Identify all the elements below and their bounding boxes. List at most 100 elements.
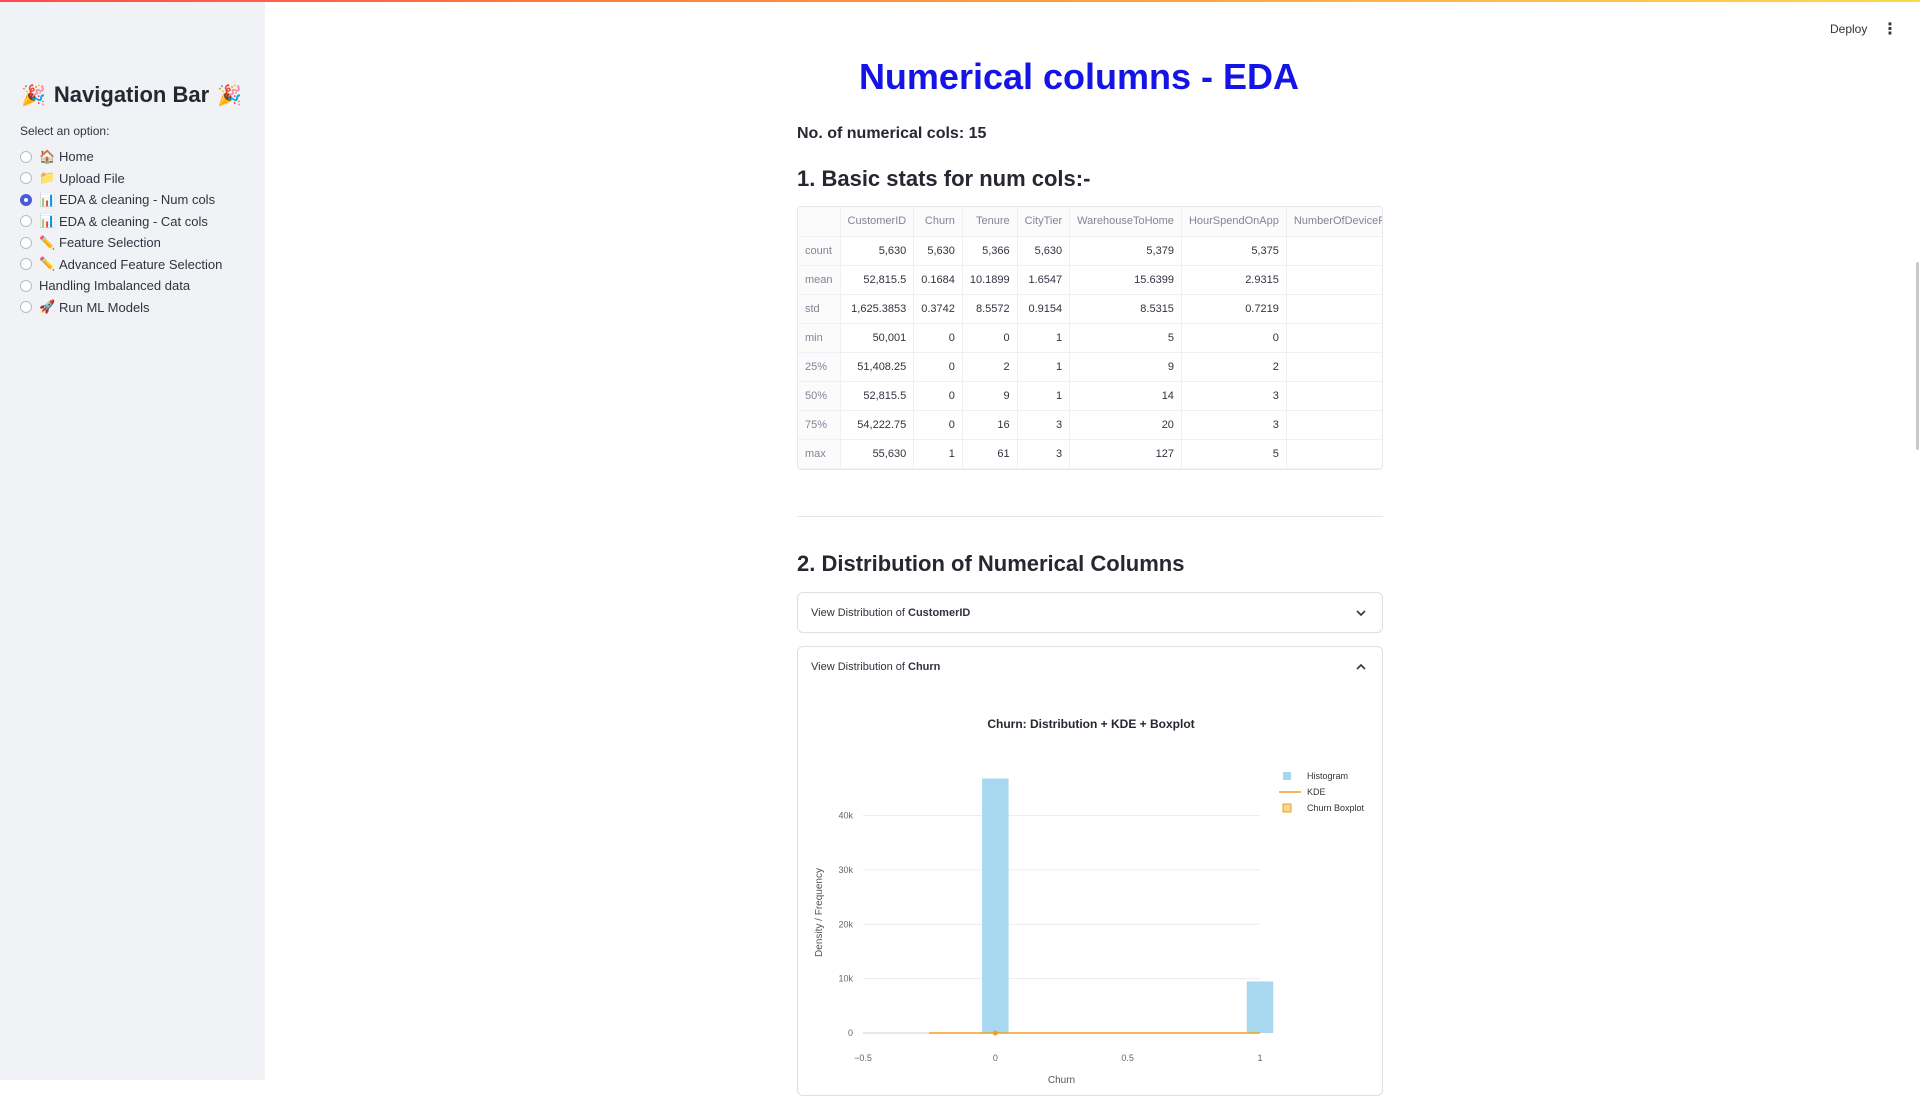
radio-button[interactable] xyxy=(20,279,32,292)
table-cell[interactable]: 2 xyxy=(1181,352,1287,382)
radio-button[interactable] xyxy=(20,301,32,314)
table-cell[interactable] xyxy=(1286,352,1382,382)
table-cell[interactable]: 8.5315 xyxy=(1069,294,1182,324)
table-cell[interactable]: 3 xyxy=(1181,410,1287,440)
table-cell[interactable]: 1.6547 xyxy=(1017,265,1071,295)
table-cell[interactable]: 1 xyxy=(913,439,963,469)
table-cell[interactable] xyxy=(1286,294,1382,324)
chevron-up-icon[interactable] xyxy=(1353,659,1369,675)
table-cell[interactable]: 3 xyxy=(1017,439,1071,469)
row-label: 25% xyxy=(798,352,841,382)
column-header[interactable]: Churn xyxy=(913,207,963,237)
table-cell[interactable]: 0.7219 xyxy=(1181,294,1287,324)
table-cell[interactable]: 3 xyxy=(1181,381,1287,411)
table-cell[interactable]: 16 xyxy=(962,410,1018,440)
table-cell[interactable]: 5 xyxy=(1069,323,1182,353)
table-cell[interactable]: 50,001 xyxy=(840,323,915,353)
table-cell[interactable]: 14 xyxy=(1069,381,1182,411)
table-cell[interactable]: 0 xyxy=(913,352,963,382)
table-cell[interactable]: 5,630 xyxy=(840,236,915,266)
table-cell[interactable]: 2.9315 xyxy=(1181,265,1287,295)
table-cell[interactable] xyxy=(1286,265,1382,295)
table-cell[interactable]: 0 xyxy=(913,381,963,411)
radio-button[interactable] xyxy=(20,236,32,249)
table-cell[interactable]: 52,815.5 xyxy=(840,381,915,411)
table-cell[interactable]: 5,366 xyxy=(962,236,1018,266)
table-cell[interactable]: 20 xyxy=(1069,410,1182,440)
table-cell[interactable]: 15.6399 xyxy=(1069,265,1182,295)
table-cell[interactable]: 5 xyxy=(1181,439,1287,469)
table-cell[interactable] xyxy=(1286,323,1382,353)
table-cell[interactable]: 5,630 xyxy=(913,236,963,266)
expander-header[interactable]: View Distribution of CustomerID xyxy=(798,593,1382,633)
table-cell[interactable]: 9 xyxy=(1069,352,1182,382)
nav-option-label: EDA & cleaning - Num cols xyxy=(59,192,216,208)
expander-churn[interactable]: View Distribution of Churn Churn: Distri… xyxy=(797,646,1383,1096)
nav-option-6[interactable]: Handling Imbalanced data xyxy=(20,275,222,297)
table-cell[interactable]: 0 xyxy=(1181,323,1287,353)
table-cell[interactable]: 61 xyxy=(962,439,1018,469)
section-divider xyxy=(797,516,1383,517)
expander-header[interactable]: View Distribution of Churn xyxy=(798,647,1382,687)
table-cell[interactable]: 55,630 xyxy=(840,439,915,469)
radio-button[interactable] xyxy=(20,193,32,206)
table-cell[interactable]: 5,379 xyxy=(1069,236,1182,266)
chevron-down-icon[interactable] xyxy=(1353,605,1369,621)
nav-option-7[interactable]: 🚀 Run ML Models xyxy=(20,297,222,319)
table-cell[interactable] xyxy=(1286,410,1382,440)
table-cell[interactable]: 3 xyxy=(1017,410,1071,440)
table-cell[interactable]: 51,408.25 xyxy=(840,352,915,382)
distribution-chart[interactable]: 0 10k 20k 30k 40k −0.5 0 0.5 1 Churn Density / Fre… xyxy=(798,742,1384,1102)
table-cell[interactable]: 8.5572 xyxy=(962,294,1018,324)
table-cell[interactable]: 10.1899 xyxy=(962,265,1018,295)
table-cell[interactable]: 0.3742 xyxy=(913,294,963,324)
table-cell[interactable] xyxy=(1286,236,1382,266)
table-cell[interactable]: 9 xyxy=(962,381,1018,411)
nav-option-1[interactable]: 📁 Upload File xyxy=(20,168,222,190)
table-cell[interactable]: 5,630 xyxy=(1017,236,1071,266)
column-header[interactable]: WarehouseToHome xyxy=(1069,207,1182,237)
table-cell[interactable] xyxy=(1286,439,1382,469)
nav-option-3[interactable]: 📊 EDA & cleaning - Cat cols xyxy=(20,211,222,233)
row-label: count xyxy=(798,236,841,266)
main-menu-icon[interactable]: ⋮ xyxy=(1882,21,1898,38)
column-header[interactable]: CityTier xyxy=(1017,207,1071,237)
table-cell[interactable]: 0 xyxy=(962,323,1018,353)
table-cell[interactable]: 0 xyxy=(913,323,963,353)
radio-button[interactable] xyxy=(20,215,32,228)
nav-option-4[interactable]: ✏️ Feature Selection xyxy=(20,232,222,254)
radio-button[interactable] xyxy=(20,150,32,163)
y-tick-label: 10k xyxy=(838,974,853,984)
table-cell[interactable]: 5,375 xyxy=(1181,236,1287,266)
table-cell[interactable]: 2 xyxy=(962,352,1018,382)
table-cell[interactable]: 52,815.5 xyxy=(840,265,915,295)
column-header[interactable]: NumberOfDeviceReg xyxy=(1286,207,1382,237)
nav-option-5[interactable]: ✏️ Advanced Feature Selection xyxy=(20,254,222,276)
table-cell[interactable]: 1 xyxy=(1017,352,1071,382)
column-header[interactable]: Tenure xyxy=(962,207,1018,237)
table-cell[interactable]: 0.9154 xyxy=(1017,294,1071,324)
table-cell[interactable]: 0 xyxy=(913,410,963,440)
table-cell[interactable]: 1,625.3853 xyxy=(840,294,915,324)
legend-label: Churn Boxplot xyxy=(1307,803,1365,813)
expander-customerid[interactable]: View Distribution of CustomerID xyxy=(797,592,1383,633)
radio-button[interactable] xyxy=(20,172,32,185)
table-cell[interactable]: 54,222.75 xyxy=(840,410,915,440)
table-cell[interactable] xyxy=(1286,381,1382,411)
scrollbar[interactable] xyxy=(1916,262,1919,450)
stats-table[interactable]: CustomerID Churn Tenure CityTier WarehouseTo… xyxy=(797,206,1383,470)
table-cell[interactable]: 127 xyxy=(1069,439,1182,469)
deploy-button[interactable]: Deploy xyxy=(1830,22,1868,36)
pencil-icon: ✏️ xyxy=(39,234,56,250)
table-cell[interactable]: 1 xyxy=(1017,323,1071,353)
table-cell[interactable]: 0.1684 xyxy=(913,265,963,295)
table-cell[interactable]: 1 xyxy=(1017,381,1071,411)
table-row: mean 52,815.5 0.1684 10.1899 1.6547 15.6399 2.… xyxy=(798,265,1382,295)
x-tick-label: −0.5 xyxy=(854,1053,872,1063)
nav-option-2[interactable]: 📊 EDA & cleaning - Num cols xyxy=(20,189,222,211)
column-header[interactable]: HourSpendOnApp xyxy=(1181,207,1287,237)
radio-button[interactable] xyxy=(20,258,32,271)
column-header[interactable]: CustomerID xyxy=(840,207,915,237)
table-row: max 55,630 1 61 3 127 5 xyxy=(798,439,1382,469)
nav-option-0[interactable]: 🏠 Home xyxy=(20,146,222,168)
